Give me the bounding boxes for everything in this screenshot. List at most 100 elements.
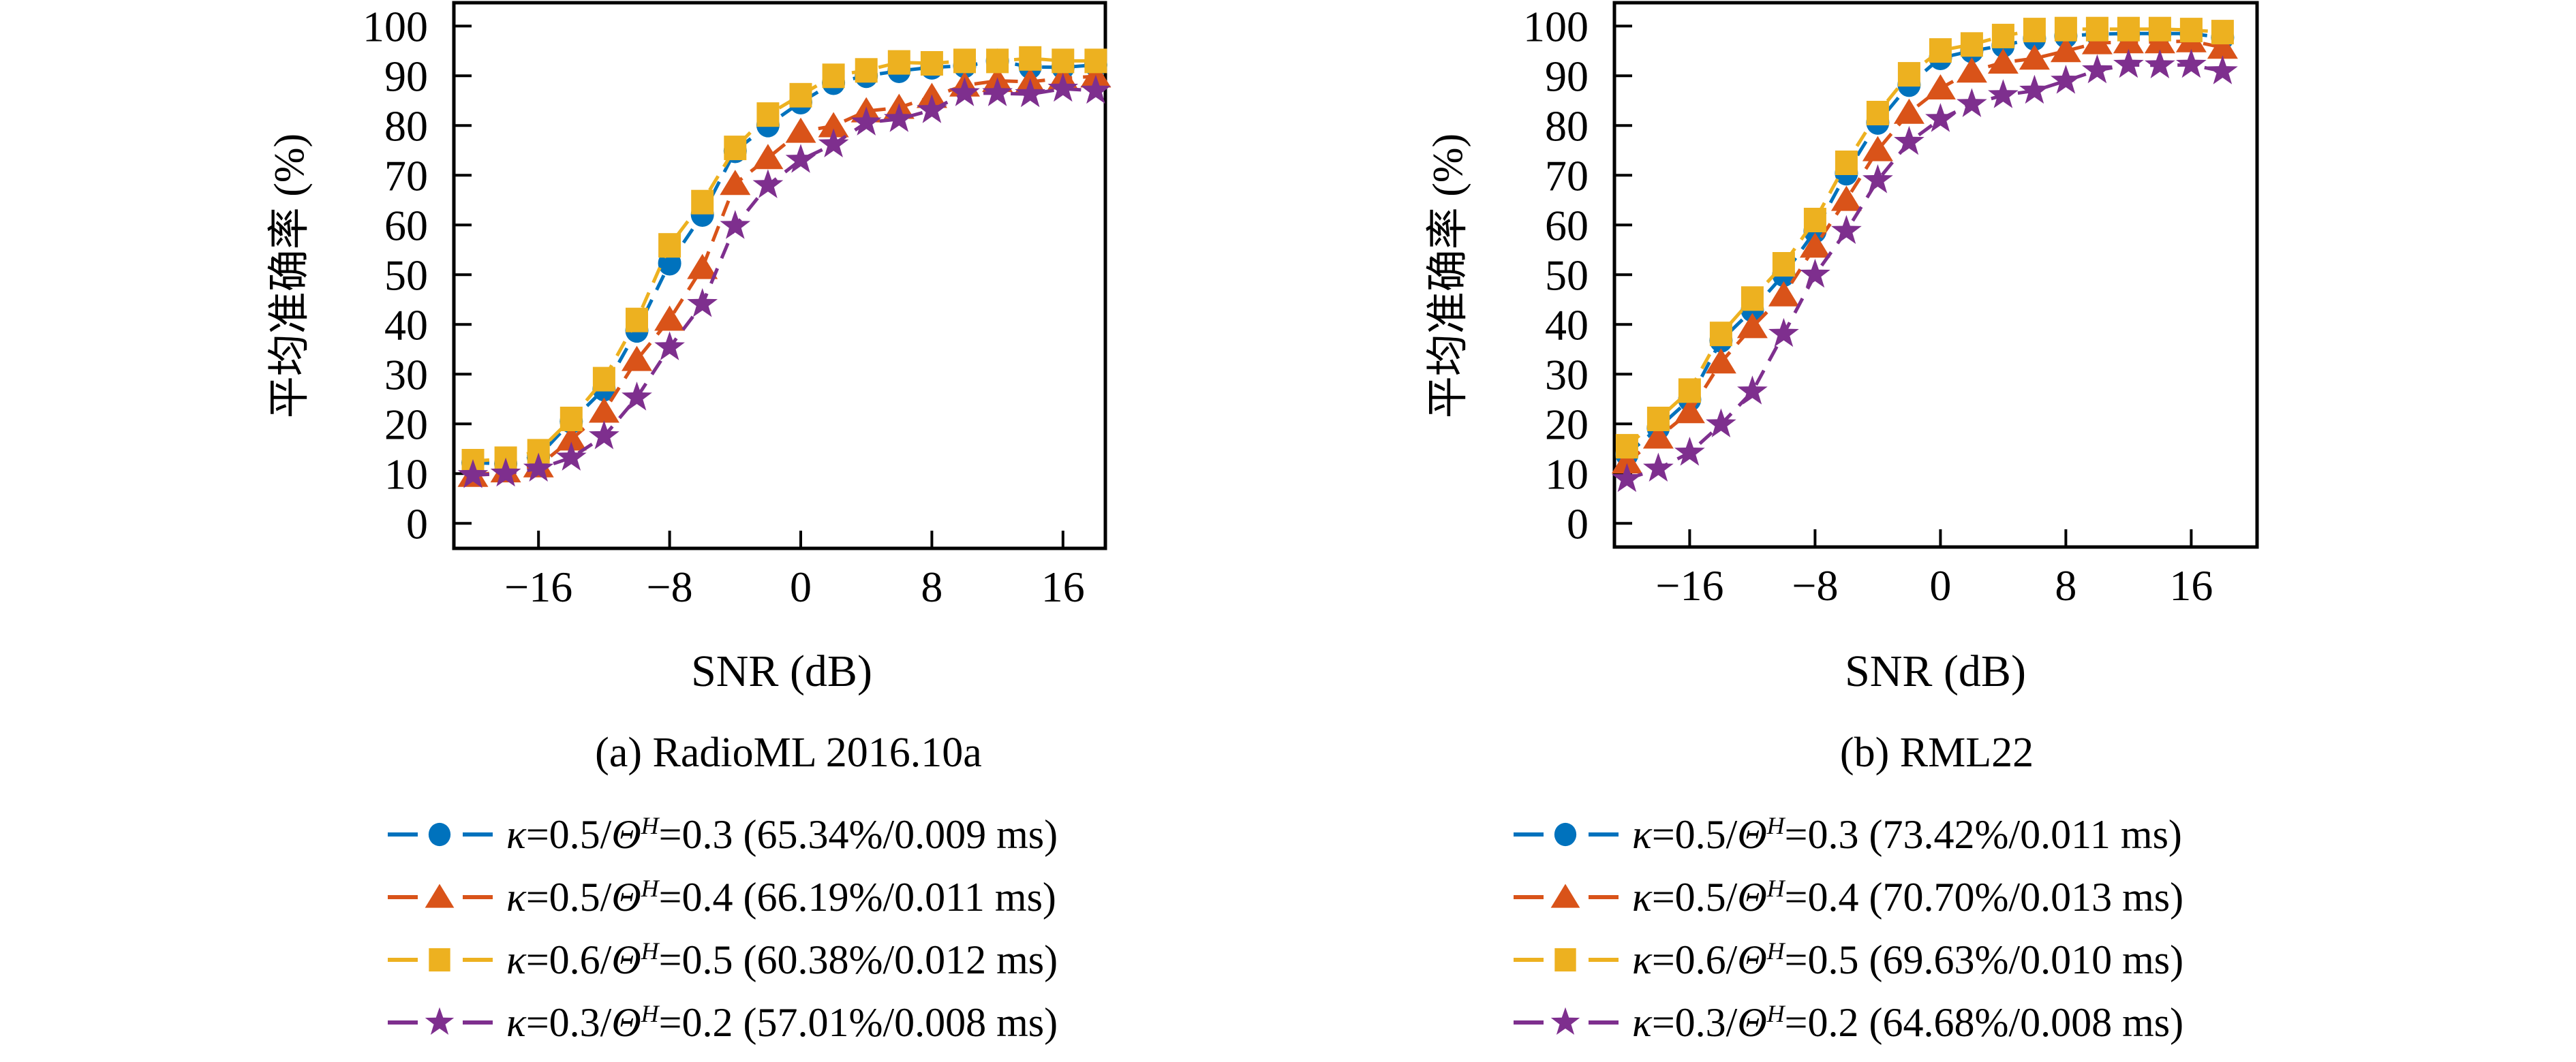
y-tick-label: 70 (1545, 151, 1589, 200)
square-marker (1991, 23, 2014, 48)
series-line-star (1626, 63, 2223, 481)
series-markers-square (461, 46, 1107, 473)
square-marker (986, 48, 1009, 74)
x-tick-label: 16 (2169, 561, 2213, 610)
star-marker (1706, 408, 1736, 438)
triangle-marker (752, 144, 784, 170)
star-marker (1737, 375, 1768, 405)
star-marker (1768, 317, 1799, 347)
y-tick-label: 50 (384, 251, 428, 299)
triangle-marker (720, 170, 751, 196)
square-marker (822, 63, 845, 89)
x-tick-label: −16 (504, 563, 572, 611)
star-marker (1894, 125, 1925, 155)
square-marker (1052, 48, 1075, 74)
circle-marker (428, 822, 451, 847)
legend-label: κ=0.5/ΘH=0.3 (73.42%/0.011 ms) (1632, 811, 2182, 857)
star-marker (1862, 164, 1893, 193)
legend-entry: κ=0.6/ΘH=0.5 (60.38%/0.012 ms) (386, 937, 1058, 983)
legend-key-triangle (388, 884, 493, 908)
triangle-marker (1674, 398, 1705, 424)
star-marker (1674, 437, 1705, 466)
triangle-marker (2050, 37, 2081, 63)
star-marker (555, 441, 587, 471)
star-marker (720, 210, 751, 239)
legend-entry: κ=0.3/ΘH=0.2 (57.01%/0.008 ms) (386, 999, 1058, 1046)
star-marker (982, 77, 1013, 106)
legend-key-square (1514, 948, 1619, 972)
caption-b: (b) RML22 (1839, 730, 2034, 776)
square-marker (1929, 38, 1952, 63)
triangle-marker (555, 425, 587, 451)
y-tick-label: 20 (1545, 400, 1589, 448)
star-marker (752, 169, 784, 198)
legend-b: κ=0.5/ΘH=0.3 (73.42%/0.011 ms) κ=0.5/ΘH=0… (1512, 811, 2183, 1062)
legend-key-triangle (1514, 884, 1619, 908)
star-marker (2207, 55, 2238, 84)
square-marker (1866, 101, 1889, 125)
triangle-marker (1642, 423, 1674, 449)
square-marker (1897, 62, 1920, 87)
y-tick-label: 80 (384, 101, 428, 150)
x-tick-label: 8 (2055, 561, 2076, 610)
caption-a: (a) RadioML 2016.10a (595, 730, 982, 776)
legend-entry: κ=0.5/ΘH=0.4 (70.70%/0.013 ms) (1512, 874, 2183, 920)
square-marker (2211, 20, 2234, 45)
star-marker (818, 128, 849, 158)
square-marker (2179, 18, 2203, 43)
star-marker (425, 1007, 455, 1035)
square-marker (1960, 32, 1983, 57)
triangle-marker (588, 397, 619, 423)
legend-entry: κ=0.5/ΘH=0.3 (65.34%/0.009 ms) (386, 811, 1058, 858)
square-marker (1803, 208, 1826, 232)
triangle-marker (1956, 57, 1987, 83)
square-marker (559, 407, 583, 431)
triangle-marker (1768, 281, 1799, 307)
triangle-marker (425, 884, 455, 908)
x-tick-label: −8 (1792, 561, 1838, 610)
star-marker (1550, 1007, 1580, 1035)
x-tick-label: −16 (1655, 561, 1723, 610)
series-markers-triangle (1611, 27, 2238, 473)
series-line-square (1625, 27, 2223, 448)
legend-label: κ=0.6/ΘH=0.5 (60.38%/0.012 ms) (506, 937, 1058, 982)
y-tick-label: 90 (384, 52, 428, 100)
plot-box (1612, 1, 2259, 549)
y-tick-label: 60 (384, 201, 428, 249)
triangle-marker (1987, 48, 2019, 74)
star-marker (2145, 49, 2175, 79)
star-marker (622, 381, 652, 411)
y-axis-label-a: 平均准确率 (%) (266, 133, 313, 419)
square-marker (1019, 46, 1042, 71)
square-marker (592, 366, 615, 392)
square-marker (2023, 18, 2046, 43)
y-tick-label: 80 (1545, 101, 1589, 150)
y-tick-label: 30 (1545, 350, 1589, 399)
legend-key-star (1514, 1007, 1619, 1035)
y-tick-label: 50 (1545, 251, 1589, 299)
star-marker (1925, 103, 1956, 132)
legend-entry: κ=0.5/ΘH=0.4 (66.19%/0.011 ms) (386, 874, 1058, 920)
series-markers-circle (1615, 21, 2235, 467)
legend-label: κ=0.3/ΘH=0.2 (64.68%/0.008 ms) (1632, 999, 2184, 1045)
square-marker (2117, 16, 2140, 42)
square-marker (429, 948, 450, 972)
square-marker (887, 50, 910, 75)
legend-a: κ=0.5/ΘH=0.3 (65.34%/0.009 ms) κ=0.5/ΘH=0… (386, 811, 1058, 1062)
star-marker (523, 452, 554, 482)
triangle-marker (1925, 74, 1956, 99)
square-marker (2054, 16, 2077, 42)
x-tick-label: 0 (790, 563, 812, 611)
legend-key-circle (388, 822, 493, 847)
y-tick-label: 40 (384, 300, 428, 349)
star-marker (2082, 54, 2113, 84)
star-marker (2113, 48, 2144, 78)
series-markers-square (1615, 16, 2234, 459)
triangle-marker (2207, 33, 2238, 59)
square-marker (953, 48, 976, 74)
triangle-marker (1705, 348, 1736, 374)
series-line-square (472, 57, 1096, 463)
